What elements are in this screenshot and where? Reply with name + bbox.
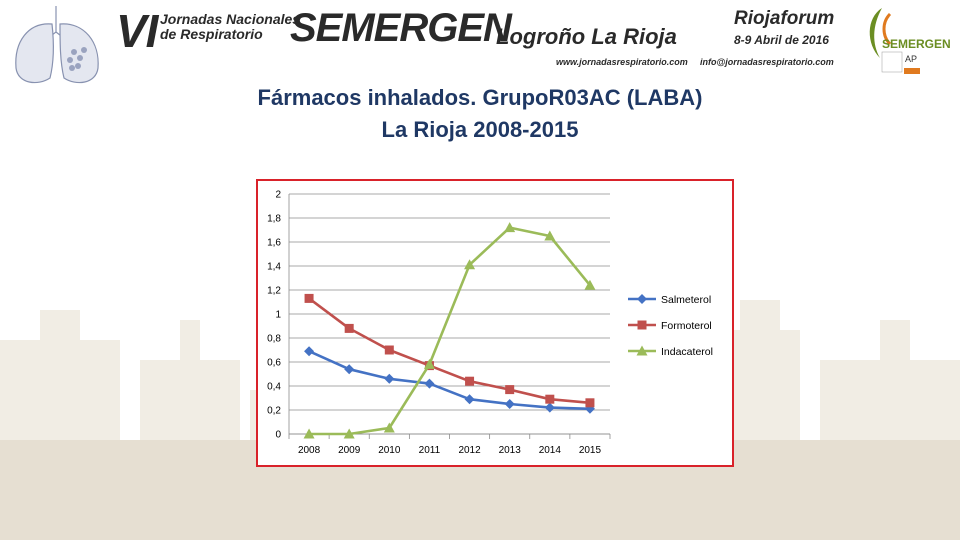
data-point-formoterol	[545, 394, 555, 404]
y-tick-label: 0,8	[267, 334, 281, 345]
data-point-indacaterol	[544, 230, 556, 241]
data-point-formoterol	[505, 385, 515, 395]
legend-marker-indacaterol	[636, 345, 648, 356]
x-tick-label: 2014	[539, 445, 562, 456]
logo-sub: AP	[905, 54, 917, 64]
x-tick-label: 2011	[419, 445, 441, 456]
edition-number: VI	[116, 5, 158, 57]
data-point-formoterol	[585, 398, 595, 408]
y-tick-label: 0,6	[267, 358, 281, 369]
y-tick-label: 1	[275, 310, 281, 321]
data-point-indacaterol	[464, 259, 476, 270]
chart-frame: 0 0,2 0,4 0,6 0,8 1 1,2 1,4 1,6 1,8 2 2008 2009 2010 2…	[256, 179, 734, 467]
y-tick-label: 0	[275, 430, 281, 441]
y-tick-label: 0,4	[267, 382, 281, 393]
semergen-ap-logo: SEMERGEN AP	[869, 8, 951, 74]
data-point-salmeterol	[384, 373, 395, 384]
data-point-salmeterol	[504, 399, 515, 409]
event-website: www.jornadasrespiratorio.com	[556, 57, 688, 67]
series-line-salmeterol	[308, 350, 590, 411]
event-header: VI Jornadas Nacionales de Respiratorio S…	[0, 0, 960, 88]
y-tick-label: 0,2	[267, 406, 281, 417]
y-tick-label: 2	[275, 190, 281, 201]
legend-label-indacaterol: Indacaterol	[661, 346, 713, 358]
event-email: info@jornadasrespiratorio.com	[700, 57, 834, 67]
data-point-formoterol	[304, 293, 314, 303]
data-point-indacaterol	[303, 428, 315, 439]
y-tick-label: 1,2	[267, 286, 281, 297]
x-tick-label: 2012	[458, 445, 481, 456]
slide-title-line2: La Rioja 2008-2015	[381, 117, 579, 142]
data-point-indacaterol	[504, 222, 516, 233]
slide-title: Fármacos inhalados. GrupoR03AC (LABA) La…	[0, 82, 960, 146]
x-tick-label: 2015	[579, 445, 602, 456]
legend-label-salmeterol: Salmeterol	[661, 294, 711, 306]
event-dates: 8-9 Abril de 2016	[734, 33, 829, 47]
data-point-formoterol	[465, 376, 475, 386]
legend-marker-salmeterol	[637, 294, 647, 304]
logo-text: SEMERGEN	[882, 37, 951, 51]
data-point-salmeterol	[344, 364, 355, 375]
data-point-indacaterol	[343, 428, 355, 439]
y-tick-label: 1,4	[267, 262, 281, 273]
data-point-salmeterol	[424, 378, 435, 389]
data-point-formoterol	[344, 323, 354, 333]
event-city: Logroño La Rioja	[496, 24, 677, 49]
legend-label-formoterol: Formoterol	[661, 320, 712, 332]
event-venue: Riojaforum	[734, 8, 835, 29]
slide-title-line1: Fármacos inhalados. GrupoR03AC (LABA)	[257, 85, 703, 110]
data-point-indacaterol	[423, 358, 435, 369]
series-line-formoterol	[308, 297, 591, 405]
data-point-salmeterol	[584, 403, 595, 414]
data-point-formoterol	[384, 345, 394, 355]
data-point-indacaterol	[584, 279, 596, 290]
data-point-salmeterol	[544, 402, 555, 413]
x-tick-label: 2009	[338, 445, 361, 456]
lungs-illustration	[15, 6, 99, 84]
data-point-salmeterol	[464, 394, 475, 405]
event-name: Jornadas Nacionales de Respiratorio	[160, 12, 300, 42]
y-tick-label: 1,6	[267, 238, 281, 249]
y-tick-label: 1,8	[267, 214, 281, 225]
organization-name: SEMERGEN	[290, 6, 512, 50]
x-tick-label: 2013	[499, 445, 522, 456]
event-name-line2: de Respiratorio	[160, 26, 263, 42]
x-tick-label: 2010	[378, 445, 401, 456]
data-point-salmeterol	[304, 346, 315, 357]
x-tick-label: 2008	[298, 445, 321, 456]
series-line-indacaterol	[309, 226, 591, 436]
legend-marker-formoterol	[637, 320, 647, 330]
event-name-line1: Jornadas Nacionales	[160, 11, 301, 27]
line-chart: 0 0,2 0,4 0,6 0,8 1 1,2 1,4 1,6 1,8 2 2008 2009 2010 2…	[267, 190, 713, 457]
data-point-indacaterol	[383, 422, 395, 433]
